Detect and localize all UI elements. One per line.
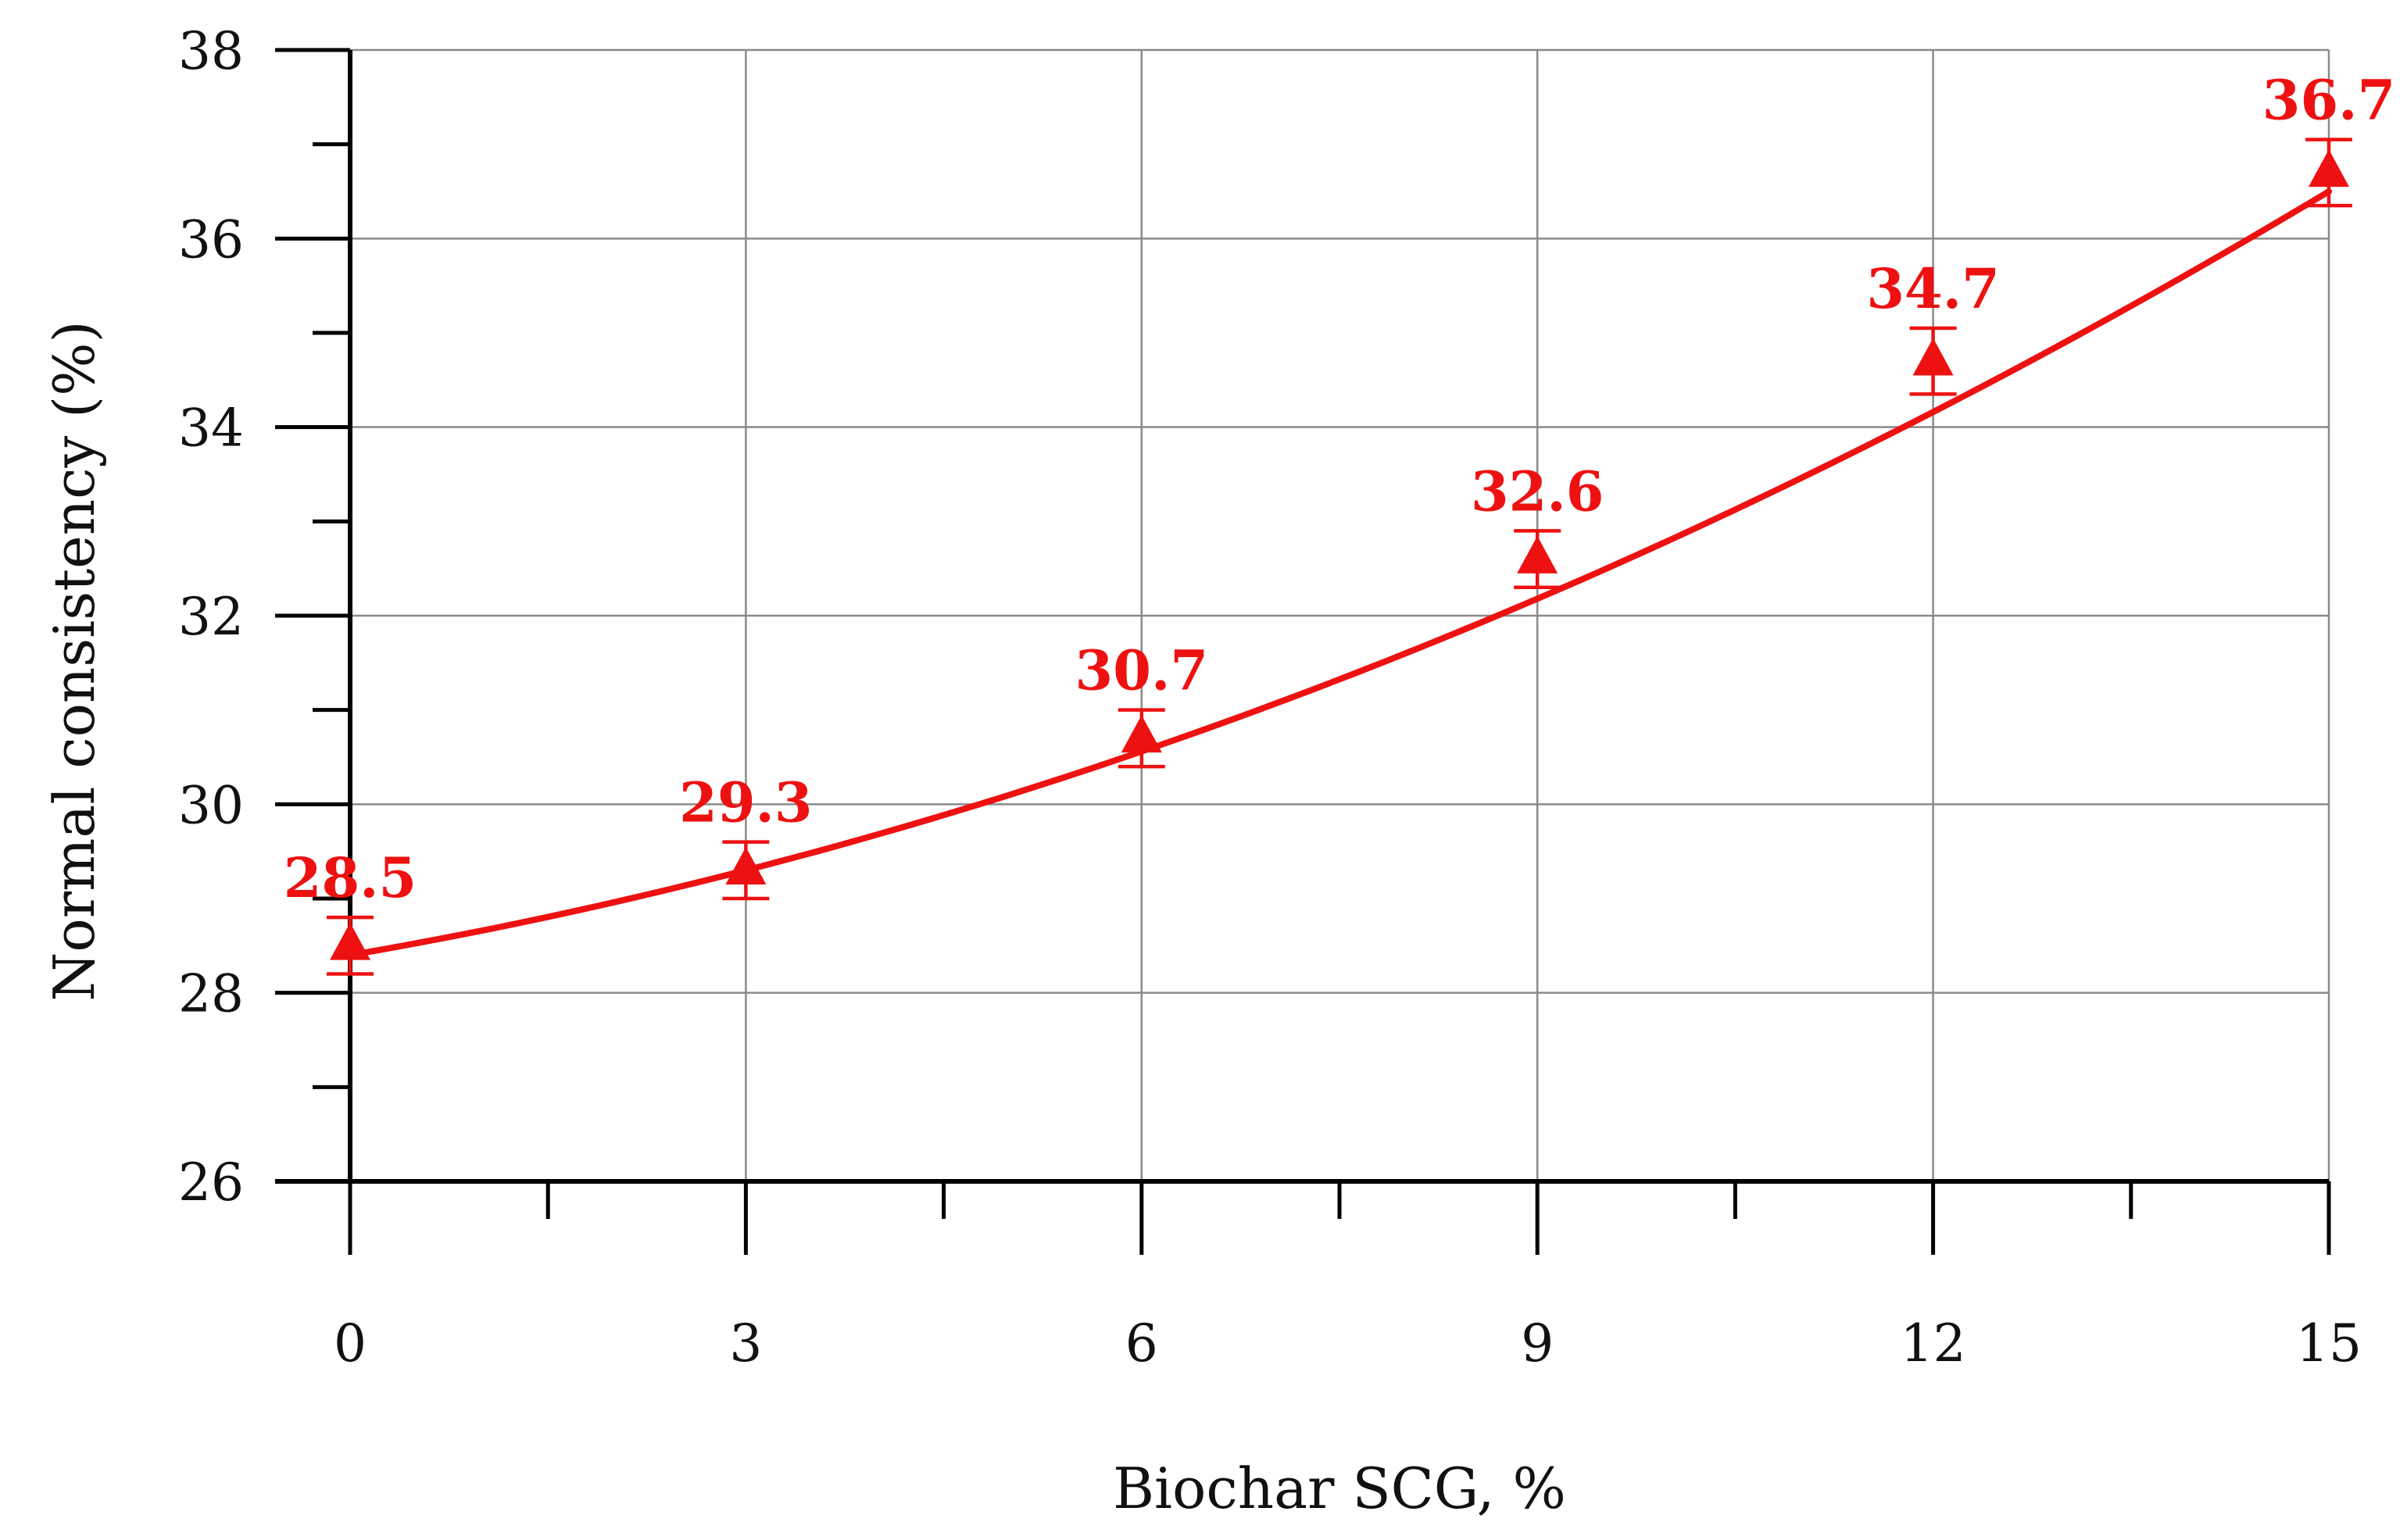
data-label: 32.6 (1471, 459, 1604, 523)
x-tick-label: 0 (334, 1313, 367, 1374)
data-label: 30.7 (1075, 638, 1209, 703)
data-point-triangle (2309, 149, 2349, 188)
y-tick-label: 34 (178, 398, 244, 459)
y-tick-label: 32 (178, 587, 244, 647)
y-tick-label: 28 (178, 964, 244, 1024)
x-tick-label: 15 (2296, 1313, 2362, 1374)
grid-lines (350, 48, 2330, 1181)
error-bars (327, 138, 2352, 976)
data-label: 28.5 (284, 845, 417, 910)
data-point-triangle (1912, 338, 1954, 376)
tick-marks (275, 48, 2331, 1255)
x-tick-label: 6 (1125, 1313, 1158, 1374)
x-tick-label: 9 (1521, 1313, 1554, 1374)
data-label: 29.3 (679, 770, 813, 835)
x-axis-title: Biochar SCG, % (1113, 1456, 1566, 1521)
data-point-triangle (330, 922, 370, 960)
data-point-triangle (725, 847, 767, 885)
trendline-path (347, 188, 2332, 959)
y-tick-label: 30 (178, 775, 244, 835)
data-labels: 28.5 29.3 30.7 32.6 34.7 36.7 (284, 68, 2396, 910)
x-tick-label: 3 (729, 1313, 762, 1374)
y-tick-label: 26 (178, 1152, 244, 1213)
y-axis-title: Normal consistency (%) (41, 320, 107, 1001)
trendline (347, 188, 2332, 959)
data-point-triangle (1517, 535, 1558, 573)
data-label: 36.7 (2262, 68, 2396, 133)
data-point-triangle (1121, 715, 1162, 753)
data-label: 34.7 (1866, 256, 2000, 321)
y-tick-label: 36 (178, 209, 244, 270)
y-tick-label: 38 (178, 21, 244, 81)
data-points (330, 149, 2349, 960)
x-tick-label: 12 (1901, 1313, 1966, 1374)
